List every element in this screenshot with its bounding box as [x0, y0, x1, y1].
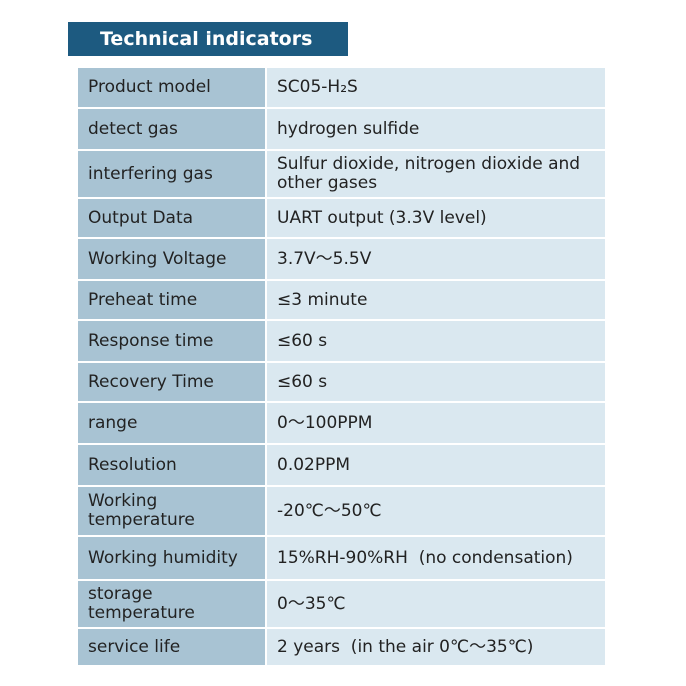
row-label: Resolution [78, 444, 267, 487]
row-value: 0～35℃ [266, 580, 605, 629]
row-value: 15%RH-90%RH (no condensation) [266, 536, 605, 581]
row-label: detect gas [78, 108, 267, 151]
table-row: Recovery Time ≤60 s [78, 362, 605, 403]
row-value: UART output (3.3V level) [266, 198, 605, 239]
row-label: Preheat time [78, 280, 267, 321]
row-label: storage temperature [78, 580, 267, 629]
row-label: Recovery Time [78, 362, 267, 403]
table-row: Output Data UART output (3.3V level) [78, 198, 605, 239]
row-label: service life [78, 628, 267, 667]
row-value: hydrogen sulfide [266, 108, 605, 151]
row-value: 0～100PPM [266, 402, 605, 445]
table-row: storage temperature 0～35℃ [78, 580, 605, 629]
row-value: ≤60 s [266, 362, 605, 403]
row-label: Product model [78, 68, 267, 109]
spec-table: Product model SC05-H₂S detect gas hydrogen … [78, 68, 605, 667]
table-row: range 0～100PPM [78, 402, 605, 445]
table-row: interfering gas Sulfur dioxide, nitrogen … [78, 150, 605, 199]
row-value: SC05-H₂S [266, 68, 605, 109]
row-value: -20℃～50℃ [266, 486, 605, 537]
row-value: 2 years (in the air 0℃～35℃) [266, 628, 605, 667]
row-label: range [78, 402, 267, 445]
row-label: Output Data [78, 198, 267, 239]
table-row: Working temperature -20℃～50℃ [78, 486, 605, 537]
row-label: Working humidity [78, 536, 267, 581]
row-value: ≤3 minute [266, 280, 605, 321]
table-row: Response time ≤60 s [78, 320, 605, 363]
table-row: detect gas hydrogen sulfide [78, 108, 605, 151]
row-label: Response time [78, 320, 267, 363]
table-row: service life 2 years (in the air 0℃～35℃) [78, 628, 605, 667]
table-row: Resolution 0.02PPM [78, 444, 605, 487]
row-value: 0.02PPM [266, 444, 605, 487]
row-value: 3.7V～5.5V [266, 238, 605, 281]
row-value: ≤60 s [266, 320, 605, 363]
table-row: Working humidity 15%RH-90%RH (no condensa… [78, 536, 605, 581]
row-label: Working Voltage [78, 238, 267, 281]
row-value: Sulfur dioxide, nitrogen dioxide and oth… [266, 150, 605, 199]
table-row: Product model SC05-H₂S [78, 68, 605, 109]
table-row: Preheat time ≤3 minute [78, 280, 605, 321]
row-label: interfering gas [78, 150, 267, 199]
section-title: Technical indicators [68, 22, 348, 56]
table-row: Working Voltage 3.7V～5.5V [78, 238, 605, 281]
row-label: Working temperature [78, 486, 267, 537]
